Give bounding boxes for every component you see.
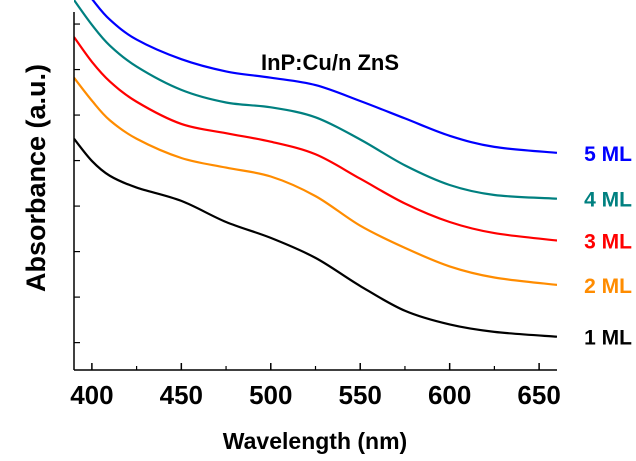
x-tick-label: 650	[517, 380, 560, 410]
series-line	[74, 36, 557, 242]
ticks: 400 450 500 550 600 650	[70, 23, 561, 410]
series-label: 1 ML	[584, 327, 632, 350]
series-label: 5 ML	[584, 143, 632, 166]
series-line	[91, 0, 557, 154]
series-label: 4 ML	[584, 189, 632, 212]
series-labels: 1 ML 2 ML 3 ML 4 ML 5 ML	[584, 143, 632, 350]
x-tick-label: 500	[249, 380, 292, 410]
series-line	[74, 138, 557, 338]
y-axis-label: Absorbance (a.u.)	[21, 64, 51, 292]
x-tick-label: 450	[160, 380, 203, 410]
series-label: 3 ML	[584, 231, 632, 254]
x-axis-label: Wavelength (nm)	[223, 428, 407, 454]
x-tick-label: 600	[428, 380, 471, 410]
x-tick-label: 550	[339, 380, 382, 410]
chart-title: InP:Cu/n ZnS	[261, 50, 399, 75]
series-line	[74, 77, 557, 286]
x-tick-label: 400	[70, 380, 113, 410]
series-label: 2 ML	[584, 275, 632, 298]
series-line	[74, 0, 557, 200]
series-curves	[74, 0, 557, 338]
